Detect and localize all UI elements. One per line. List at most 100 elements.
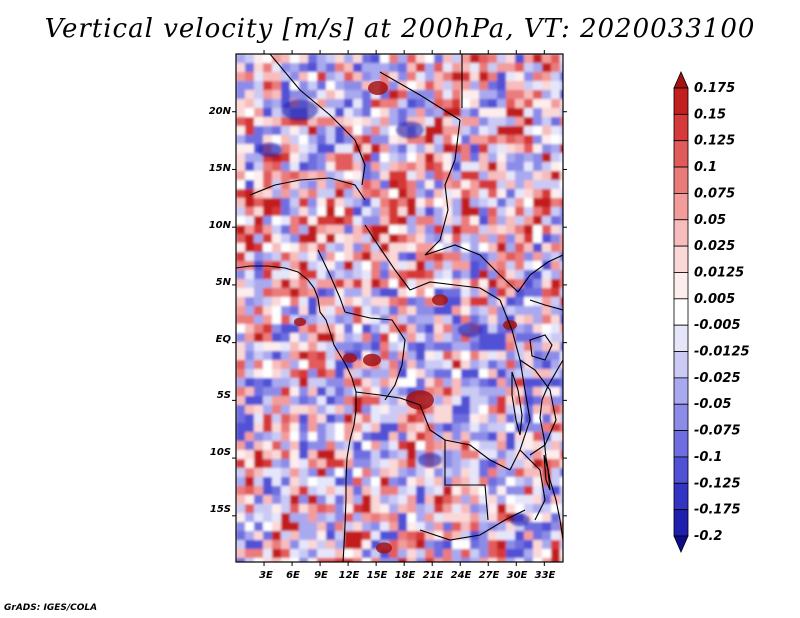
field-cell (425, 387, 435, 397)
field-cell (560, 288, 563, 298)
field-cell (551, 90, 561, 100)
colorbar-label: 0.125 (694, 134, 735, 149)
field-cell (398, 396, 408, 406)
field-cell (524, 486, 534, 496)
field-cell (371, 243, 381, 253)
field-cell (254, 117, 264, 127)
field-cell (380, 468, 390, 478)
field-cell (362, 342, 372, 352)
field-cell (281, 243, 291, 253)
field-cell (434, 495, 444, 505)
field-cell (326, 108, 336, 118)
colorbar-bin-1 (673, 87, 689, 115)
y-tick-EQ: EQ (216, 334, 232, 345)
field-cell (317, 171, 327, 181)
field-cell (443, 117, 453, 127)
field-cell (425, 90, 435, 100)
field-cell (335, 432, 345, 442)
field-cell (398, 549, 408, 559)
field-cell (308, 333, 318, 343)
field-cell (326, 378, 336, 388)
field-cell (326, 450, 336, 460)
field-cell (560, 369, 563, 379)
field-cell (560, 216, 563, 226)
field-cell (416, 315, 426, 325)
field-cell (362, 72, 372, 82)
field-cell (371, 225, 381, 235)
field-cell (479, 261, 489, 271)
field-cell (326, 261, 336, 271)
field-cell (470, 99, 480, 109)
field-cell (407, 81, 417, 91)
field-cell (461, 468, 471, 478)
x-tick-3E: 3E (259, 570, 273, 581)
field-cell (416, 243, 426, 253)
field-cell (362, 459, 372, 469)
field-cell (425, 261, 435, 271)
field-cell (335, 90, 345, 100)
field-cell (443, 531, 453, 541)
field-cell (263, 198, 273, 208)
field-cell (488, 513, 498, 523)
field-cell (416, 162, 426, 172)
field-cell (371, 441, 381, 451)
field-cell (416, 513, 426, 523)
x-tick-12E: 12E (339, 570, 360, 581)
field-cell (452, 180, 462, 190)
colorbar-label: -0.1 (694, 450, 722, 465)
field-cell (389, 405, 399, 415)
field-cell (362, 396, 372, 406)
field-cell (263, 216, 273, 226)
field-cell (524, 198, 534, 208)
field-cell (425, 531, 435, 541)
field-cell (353, 117, 363, 127)
field-cell (443, 54, 453, 64)
field-cell (479, 369, 489, 379)
field-cell (272, 468, 282, 478)
field-cell (533, 252, 543, 262)
field-cell (524, 360, 534, 370)
field-cell (434, 540, 444, 550)
field-cell (362, 117, 372, 127)
field-cell (281, 90, 291, 100)
field-cell (488, 378, 498, 388)
field-cell (524, 504, 534, 514)
field-cell (299, 333, 309, 343)
convective-cell-3 (432, 294, 448, 306)
field-cell (533, 54, 543, 64)
field-cell (245, 441, 255, 451)
field-cell (524, 459, 534, 469)
field-cell (407, 189, 417, 199)
field-cell (272, 297, 282, 307)
field-cell (362, 468, 372, 478)
field-cell (236, 315, 246, 325)
field-cell (416, 261, 426, 271)
field-cell (506, 162, 516, 172)
field-cell (479, 549, 489, 559)
field-cell (389, 495, 399, 505)
field-cell (551, 117, 561, 127)
field-cell (416, 144, 426, 154)
field-cell (470, 315, 480, 325)
field-cell (335, 342, 345, 352)
field-cell (281, 261, 291, 271)
field-cell (380, 531, 390, 541)
field-cell (380, 522, 390, 532)
field-cell (524, 180, 534, 190)
field-cell (470, 279, 480, 289)
field-cell (506, 414, 516, 424)
field-cell (263, 225, 273, 235)
field-cell (497, 522, 507, 532)
field-cell (362, 531, 372, 541)
field-cell (308, 495, 318, 505)
field-cell (416, 351, 426, 361)
field-cell (398, 54, 408, 64)
field-cell (281, 324, 291, 334)
field-cell (380, 414, 390, 424)
field-cell (317, 252, 327, 262)
field-cell (443, 333, 453, 343)
field-cell (353, 306, 363, 316)
field-cell (434, 234, 444, 244)
field-cell (542, 540, 552, 550)
field-cell (551, 396, 561, 406)
